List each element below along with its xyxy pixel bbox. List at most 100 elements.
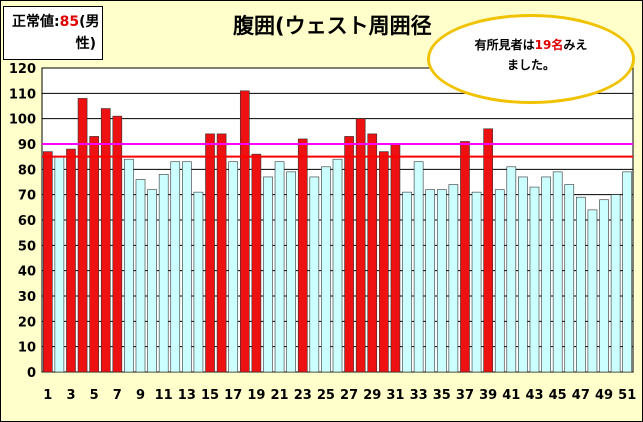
bar xyxy=(402,191,412,373)
bar xyxy=(448,184,459,373)
bar xyxy=(494,189,505,373)
bar xyxy=(321,166,331,373)
y-tick-label: 20 xyxy=(18,315,36,330)
bar xyxy=(239,90,250,373)
bar xyxy=(182,161,192,373)
x-tick-label: 29 xyxy=(363,388,381,403)
bar xyxy=(576,196,586,373)
x-tick-label: 1 xyxy=(43,388,52,403)
x-tick-label: 45 xyxy=(549,388,567,403)
x-tick-label: 13 xyxy=(178,388,196,403)
x-tick-label: 35 xyxy=(433,388,451,403)
bar xyxy=(309,176,320,373)
bar xyxy=(286,171,296,373)
bar xyxy=(483,128,493,373)
bar xyxy=(506,166,517,373)
bar xyxy=(42,151,53,373)
bar xyxy=(77,98,88,373)
x-tick-label: 27 xyxy=(340,388,358,403)
normal-value-suffix-2: 性) xyxy=(75,36,96,52)
bar xyxy=(251,153,262,373)
x-tick-label: 39 xyxy=(479,388,497,403)
bar xyxy=(460,141,470,373)
bar xyxy=(216,133,227,373)
bar xyxy=(587,209,598,373)
y-tick-label: 40 xyxy=(18,265,36,280)
bar xyxy=(425,189,436,373)
bar xyxy=(610,194,621,373)
bar xyxy=(471,191,482,373)
x-tick-label: 41 xyxy=(502,388,520,403)
bar xyxy=(355,118,366,373)
y-tick-label: 50 xyxy=(18,239,36,254)
x-tick-label: 25 xyxy=(317,388,335,403)
callout-text-pre: 有所見者は xyxy=(474,38,535,52)
bar xyxy=(158,174,169,373)
y-tick-label: 110 xyxy=(9,87,36,102)
x-tick-label: 31 xyxy=(386,388,404,403)
x-tick-label: 47 xyxy=(572,388,590,403)
y-tick-label: 80 xyxy=(18,163,36,178)
bar xyxy=(89,136,99,373)
y-tick-label: 60 xyxy=(18,214,36,229)
callout-bubble: 有所見者は19名みえ ました。 xyxy=(427,14,635,104)
x-tick-label: 7 xyxy=(113,388,122,403)
bar xyxy=(332,158,343,373)
x-tick-label: 15 xyxy=(201,388,219,403)
bar xyxy=(436,189,447,373)
bar xyxy=(564,184,575,373)
x-tick-label: 43 xyxy=(525,388,543,403)
bar xyxy=(344,136,354,373)
bar xyxy=(147,189,157,373)
x-tick-label: 5 xyxy=(90,388,99,403)
y-tick-label: 30 xyxy=(18,290,36,305)
x-tick-label: 37 xyxy=(456,388,474,403)
x-tick-label: 19 xyxy=(247,388,265,403)
x-tick-label: 17 xyxy=(224,388,242,403)
y-tick-label: 70 xyxy=(18,189,36,204)
normal-value-prefix: 正常値: xyxy=(12,14,60,30)
x-tick-label: 23 xyxy=(294,388,312,403)
bar xyxy=(390,143,401,373)
bar xyxy=(54,156,65,373)
bar xyxy=(379,151,389,373)
callout-text-post: みえ xyxy=(563,38,588,52)
y-tick-label: 100 xyxy=(9,113,36,128)
y-tick-label: 10 xyxy=(18,341,36,356)
bar xyxy=(205,133,215,373)
x-tick-label: 3 xyxy=(66,388,75,403)
bar xyxy=(112,115,123,373)
y-tick-label: 90 xyxy=(18,138,36,153)
x-tick-label: 11 xyxy=(155,388,173,403)
bar xyxy=(541,176,551,373)
bar xyxy=(228,161,239,373)
normal-value-note: 正常値:85(男 性) xyxy=(3,6,103,60)
bar xyxy=(599,199,609,373)
bar xyxy=(100,108,111,373)
callout-count: 19名 xyxy=(534,38,564,52)
bar xyxy=(622,171,633,373)
bar xyxy=(297,138,308,373)
x-tick-label: 33 xyxy=(410,388,428,403)
normal-value-suffix: (男 xyxy=(79,14,100,30)
bar xyxy=(124,158,134,373)
bar xyxy=(413,161,424,373)
bar xyxy=(170,161,181,373)
bar xyxy=(367,133,378,373)
y-tick-label: 120 xyxy=(9,62,36,77)
y-tick-label: 0 xyxy=(27,366,36,381)
bar xyxy=(274,161,285,373)
x-tick-label: 49 xyxy=(595,388,613,403)
x-tick-label: 9 xyxy=(136,388,145,403)
bar xyxy=(193,191,204,373)
normal-value-number: 85 xyxy=(59,14,80,30)
bar xyxy=(135,179,146,373)
bar xyxy=(552,171,563,373)
x-tick-label: 21 xyxy=(271,388,289,403)
chart-title: 腹囲(ウェスト周囲径 xyxy=(233,14,432,38)
callout-line2: ました。 xyxy=(506,58,555,72)
bar xyxy=(529,186,540,373)
x-tick-label: 51 xyxy=(618,388,636,403)
bar xyxy=(263,176,273,373)
